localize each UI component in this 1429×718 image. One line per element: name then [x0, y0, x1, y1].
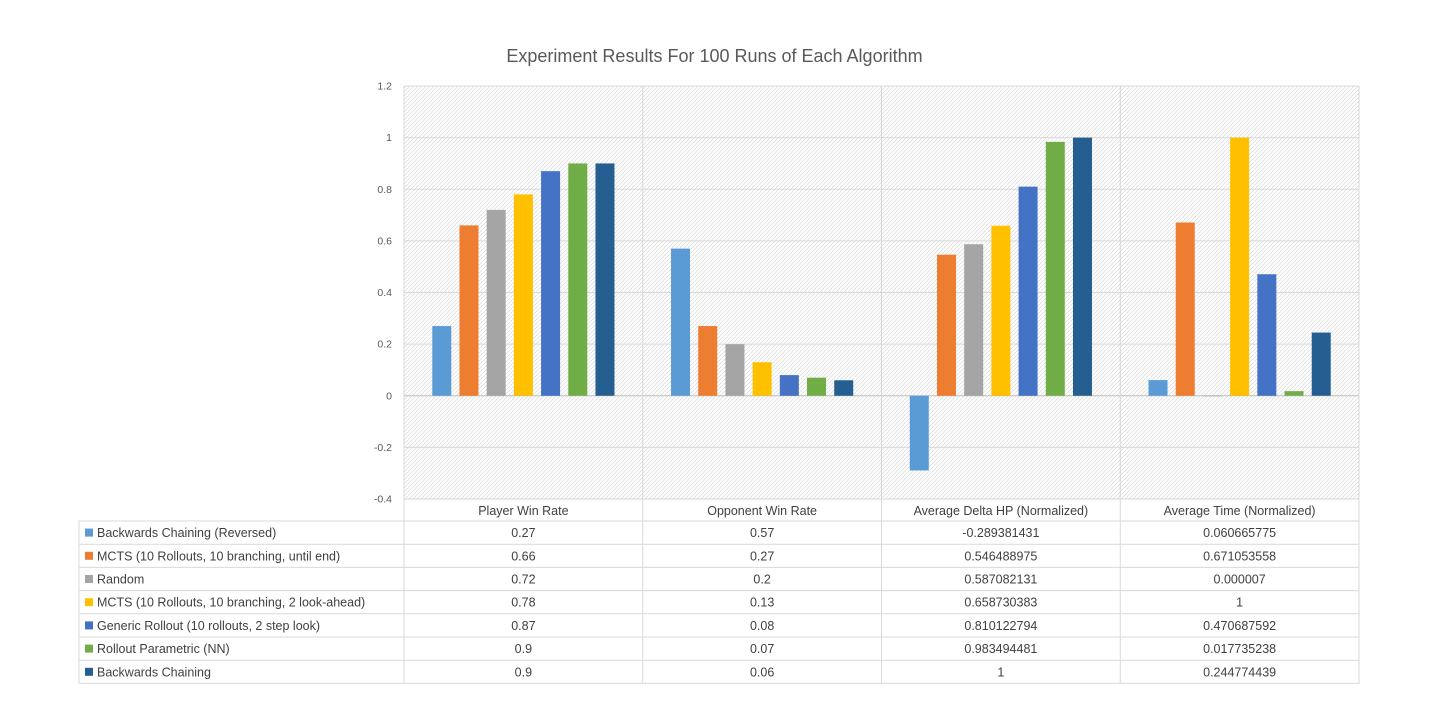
legend-label: Rollout Parametric (NN) — [97, 642, 230, 656]
legend-label: Random — [97, 573, 144, 587]
category-header: Average Delta HP (Normalized) — [914, 504, 1089, 518]
table-cell: 0.587082131 — [964, 573, 1037, 587]
bar — [964, 244, 984, 396]
bar — [595, 163, 615, 396]
bar — [432, 326, 452, 396]
bar — [1230, 137, 1250, 396]
y-tick-label: -0.2 — [374, 442, 392, 454]
y-tick-label: 0.2 — [377, 339, 392, 351]
bar — [1072, 137, 1092, 396]
legend-swatch — [85, 644, 93, 653]
legend-label: Backwards Chaining — [97, 665, 211, 679]
table-cell: 0.27 — [750, 549, 774, 563]
table-cell: 0.017735238 — [1203, 642, 1276, 656]
y-tick-label: 0 — [386, 390, 392, 402]
bar — [1202, 395, 1222, 397]
table-cell: 0.57 — [750, 526, 774, 540]
legend-swatch — [85, 598, 93, 607]
category-header: Player Win Rate — [478, 504, 568, 518]
legend-swatch — [85, 551, 93, 560]
table-cell: 0.983494481 — [964, 642, 1037, 656]
y-tick-label: -0.4 — [374, 494, 392, 506]
bar — [834, 380, 854, 396]
y-tick-label: 1.2 — [377, 81, 392, 93]
bar — [671, 248, 691, 396]
table-cell: 0.546488975 — [964, 549, 1037, 563]
bar — [725, 344, 745, 396]
table-cell: 1 — [997, 665, 1004, 679]
bar — [1175, 222, 1195, 396]
table-cell: 0.66 — [511, 549, 535, 563]
table-cell: 0.06 — [750, 665, 774, 679]
chart-title: Experiment Results For 100 Runs of Each … — [506, 46, 923, 66]
category-header: Opponent Win Rate — [707, 504, 817, 518]
table-cell: 0.72 — [511, 573, 535, 587]
table-cell: -0.289381431 — [962, 526, 1039, 540]
legend-label: Backwards Chaining (Reversed) — [97, 526, 276, 540]
bar — [1045, 141, 1065, 396]
bar — [541, 171, 561, 396]
table-cell: 0.810122794 — [964, 619, 1037, 633]
bar — [752, 362, 772, 396]
table-cell: 0.13 — [750, 596, 774, 610]
y-tick-label: 0.4 — [377, 287, 392, 299]
bar — [1257, 274, 1277, 396]
bar — [779, 375, 799, 396]
bar — [1148, 380, 1168, 396]
legend-label: MCTS (10 Rollouts, 10 branching, 2 look-… — [97, 596, 365, 610]
table-cell: 0.08 — [750, 619, 774, 633]
bar — [1018, 186, 1038, 396]
legend-swatch — [85, 621, 93, 630]
table-cell: 0.07 — [750, 642, 774, 656]
bar — [513, 194, 533, 396]
table-cell: 0.78 — [511, 596, 535, 610]
table-cell: 0.470687592 — [1203, 619, 1276, 633]
bar — [909, 395, 929, 471]
bar — [1311, 332, 1331, 396]
legend-swatch — [85, 528, 93, 537]
bar — [568, 163, 588, 396]
legend-swatch — [85, 575, 93, 583]
table-cell: 0.2 — [753, 573, 770, 587]
legend-label: Generic Rollout (10 rollouts, 2 step loo… — [97, 619, 320, 633]
y-tick-label: 0.8 — [377, 184, 392, 196]
legend-swatch — [85, 667, 93, 676]
table-cell: 1 — [1236, 596, 1243, 610]
bar — [486, 209, 506, 396]
table-cell: 0.27 — [511, 526, 535, 540]
bar — [936, 254, 956, 396]
table-cell: 0.671053558 — [1203, 549, 1276, 563]
table-cell: 0.9 — [515, 642, 532, 656]
table-cell: 0.9 — [515, 665, 532, 679]
bar — [807, 377, 827, 396]
table-cell: 0.060665775 — [1203, 526, 1276, 540]
y-tick-label: 0.6 — [377, 235, 392, 247]
table-cell: 0.658730383 — [964, 596, 1037, 610]
table-cell: 0.244774439 — [1203, 665, 1276, 679]
bar — [459, 225, 479, 396]
bar — [698, 326, 718, 396]
category-header: Average Time (Normalized) — [1164, 504, 1316, 518]
bar — [1284, 391, 1304, 396]
y-tick-label: 1 — [386, 132, 392, 144]
legend-label: MCTS (10 Rollouts, 10 branching, until e… — [97, 549, 340, 563]
table-cell: 0.87 — [511, 619, 535, 633]
bar — [991, 225, 1011, 396]
table-cell: 0.000007 — [1214, 573, 1266, 587]
